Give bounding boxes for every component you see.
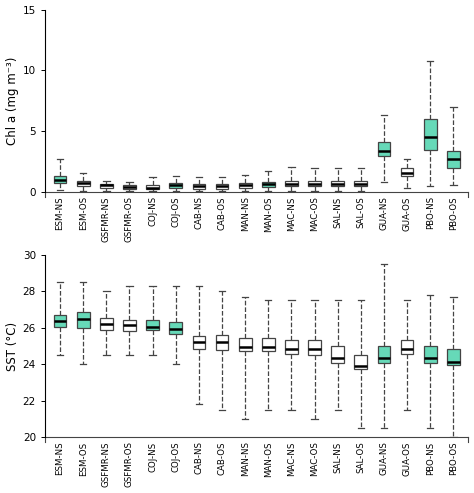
PathPatch shape <box>262 338 274 351</box>
PathPatch shape <box>424 119 437 149</box>
PathPatch shape <box>331 180 344 186</box>
PathPatch shape <box>378 142 391 156</box>
PathPatch shape <box>216 184 228 188</box>
PathPatch shape <box>401 169 413 176</box>
PathPatch shape <box>100 184 113 187</box>
PathPatch shape <box>123 320 136 331</box>
PathPatch shape <box>192 337 205 349</box>
Y-axis label: Chl a (mg m⁻³): Chl a (mg m⁻³) <box>6 57 18 145</box>
PathPatch shape <box>308 340 321 355</box>
PathPatch shape <box>447 151 460 168</box>
PathPatch shape <box>331 346 344 363</box>
PathPatch shape <box>378 346 391 363</box>
PathPatch shape <box>54 176 66 183</box>
PathPatch shape <box>401 340 413 354</box>
PathPatch shape <box>146 185 159 189</box>
PathPatch shape <box>54 315 66 327</box>
PathPatch shape <box>285 180 298 186</box>
PathPatch shape <box>424 346 437 363</box>
PathPatch shape <box>100 318 113 330</box>
PathPatch shape <box>447 349 460 365</box>
PathPatch shape <box>77 312 90 328</box>
PathPatch shape <box>146 320 159 330</box>
PathPatch shape <box>262 182 274 187</box>
PathPatch shape <box>239 183 252 187</box>
PathPatch shape <box>123 185 136 189</box>
PathPatch shape <box>239 338 252 351</box>
PathPatch shape <box>285 340 298 354</box>
PathPatch shape <box>308 180 321 186</box>
PathPatch shape <box>355 355 367 369</box>
PathPatch shape <box>355 180 367 186</box>
PathPatch shape <box>169 183 182 187</box>
PathPatch shape <box>169 322 182 334</box>
PathPatch shape <box>216 335 228 350</box>
PathPatch shape <box>192 184 205 188</box>
Y-axis label: SST (°C): SST (°C) <box>6 321 18 371</box>
PathPatch shape <box>77 180 90 186</box>
